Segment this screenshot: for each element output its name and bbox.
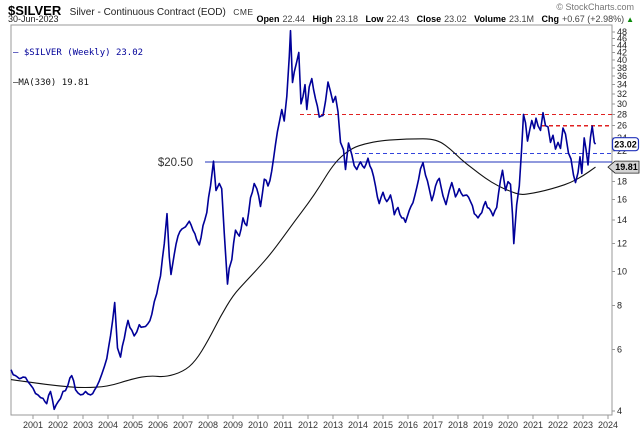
y-axis-label: 10 xyxy=(617,266,627,276)
symbol-description: Silver - Continuous Contract (EOD) xyxy=(69,7,226,18)
symbol: $SILVER xyxy=(8,3,62,18)
y-axis-label: 36 xyxy=(617,71,627,81)
quote-close-value: 23.02 xyxy=(444,14,467,24)
quote-open-value: 22.44 xyxy=(282,14,305,24)
y-axis-label: 8 xyxy=(617,300,622,310)
x-axis-label: 2012 xyxy=(298,420,318,430)
x-axis-label: 2007 xyxy=(173,420,193,430)
y-axis-label: 26 xyxy=(617,121,627,131)
y-axis-label: 48 xyxy=(617,27,627,37)
x-axis-label: 2024 xyxy=(598,420,618,430)
y-axis-label: 46 xyxy=(617,34,627,44)
ma-line xyxy=(10,138,596,389)
change-up-icon: ▲ xyxy=(626,15,634,24)
quote-low-label: Low xyxy=(365,14,384,24)
y-axis-label: 32 xyxy=(617,89,627,99)
y-axis-label: 42 xyxy=(617,48,627,58)
price-series-swatch-icon: — xyxy=(13,48,19,58)
x-axis-label: 2006 xyxy=(148,420,168,430)
y-axis-label: 28 xyxy=(617,109,627,119)
y-axis-label: 38 xyxy=(617,63,627,73)
copyright: © StockCharts.com xyxy=(556,2,634,12)
x-axis-label: 2016 xyxy=(398,420,418,430)
chart-header: © StockCharts.com $SILVER Silver - Conti… xyxy=(8,2,634,18)
quote-open-label: Open xyxy=(256,14,280,24)
y-axis-label: 12 xyxy=(617,239,627,249)
x-axis-label: 2004 xyxy=(98,420,118,430)
x-axis-label: 2003 xyxy=(73,420,93,430)
quote-change-label: Chg xyxy=(541,14,560,24)
quote-volume-label: Volume xyxy=(474,14,506,24)
quote-low-value: 22.43 xyxy=(386,14,410,24)
price-line xyxy=(10,29,597,411)
x-axis-label: 2011 xyxy=(273,420,292,430)
level-price-label: $20.50 xyxy=(158,157,193,169)
x-axis-label: 2014 xyxy=(348,420,368,430)
quote-high-value: 23.18 xyxy=(335,14,359,24)
y-axis-label: 4 xyxy=(617,406,622,416)
last-price-badge-value: 23.02 xyxy=(614,140,637,150)
x-axis-label: 2022 xyxy=(548,420,568,430)
ma-value-badge xyxy=(607,160,640,174)
ma-value-badge-value: 19.81 xyxy=(615,162,638,172)
x-axis-label: 2013 xyxy=(323,420,343,430)
x-axis-label: 2001 xyxy=(23,420,43,430)
y-axis-label: 14 xyxy=(617,215,627,225)
exchange-label: CME xyxy=(233,7,254,17)
ma-series-swatch-icon: — xyxy=(13,78,19,88)
quote-summary: Open 22.44 High 23.18 Low 22.43 Close 23.02 … xyxy=(251,14,634,24)
y-axis-label: 16 xyxy=(617,195,627,205)
chart-date: 30-Jun-2023 xyxy=(8,14,59,24)
y-axis-label: 34 xyxy=(617,80,627,90)
quote-volume-value: 23.1M xyxy=(509,14,535,24)
y-axis-label: 44 xyxy=(617,40,627,50)
quote-high-label: High xyxy=(312,14,333,24)
ma-series-label: MA(330) 19.81 xyxy=(18,78,89,88)
quote-row: Open 22.44 High 23.18 Low 22.43 Close 23.02 … xyxy=(8,14,634,25)
y-axis-label: 40 xyxy=(617,55,627,65)
x-axis-label: 2015 xyxy=(373,420,393,430)
x-axis-label: 2017 xyxy=(423,420,443,430)
x-axis-label: 2021 xyxy=(523,420,543,430)
quote-change-value: +0.67 (+2.98%) xyxy=(562,14,625,24)
x-axis-label: 2019 xyxy=(473,420,493,430)
quote-close-label: Close xyxy=(416,14,442,24)
x-axis-label: 2018 xyxy=(448,420,468,430)
x-axis-label: 2005 xyxy=(123,420,143,430)
x-axis-label: 2008 xyxy=(198,420,218,430)
last-price-badge xyxy=(611,137,640,152)
price-series-label: $SILVER (Weekly) 23.02 xyxy=(18,48,144,58)
x-axis-label: 2020 xyxy=(498,420,518,430)
x-axis-label: 2023 xyxy=(573,420,593,430)
y-axis-label: 6 xyxy=(617,344,622,354)
y-axis-label: 18 xyxy=(617,177,627,187)
chart-legend: — $SILVER (Weekly) 23.02 —MA(330) 19.81 xyxy=(13,28,143,98)
y-axis-label: 30 xyxy=(617,99,627,109)
x-axis-label: 2010 xyxy=(248,420,268,430)
x-axis-label: 2009 xyxy=(223,420,243,430)
x-axis-label: 2002 xyxy=(48,420,68,430)
